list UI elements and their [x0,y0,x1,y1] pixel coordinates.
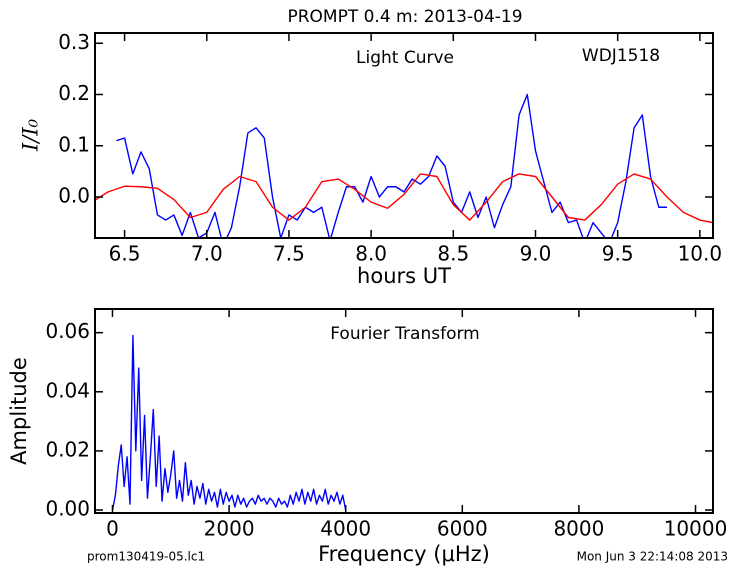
y-tick-label: 0.1 [58,132,90,156]
x-tick-label: 8000 [553,517,604,541]
x-tick-label: 6.5 [109,242,141,266]
x-tick-label: 2000 [204,517,255,541]
x-axis-label: hours UT [357,264,451,288]
annotation: Fourier Transform [330,324,479,344]
x-axis-label: Frequency (μHz) [318,542,490,566]
plot-area [111,334,347,511]
annotation: Light Curve [356,48,454,68]
y-tick-label: 0.0 [58,184,90,208]
axes-frame [94,32,714,239]
x-tick-label: 8.0 [355,242,387,266]
data-line [111,334,347,511]
x-tick-label: 9.0 [520,242,552,266]
annotation: WDJ1518 [582,46,660,66]
x-tick-label: 0 [106,517,119,541]
axes-frame [94,308,714,514]
y-tick-label: 0.3 [58,30,90,54]
footer-date: Mon Jun 3 22:14:08 2013 [577,550,728,564]
data-line [116,93,667,238]
x-tick-label: 7.0 [191,242,223,266]
x-tick-label: 10000 [664,517,728,541]
y-tick-label: 0.02 [45,437,90,461]
data-line [95,173,713,224]
x-tick-label: 9.5 [602,242,634,266]
x-tick-label: 8.5 [437,242,469,266]
x-tick-label: 6000 [437,517,488,541]
y-tick-label: 0.00 [45,497,90,521]
y-tick-label: 0.2 [58,81,90,105]
plot-area [95,93,713,238]
chart-title: PROMPT 0.4 m: 2013-04-19 [287,7,522,27]
x-tick-label: 4000 [320,517,371,541]
y-tick-label: 0.04 [45,378,90,402]
y-tick-label: 0.06 [45,319,90,343]
y-axis-label: Amplitude [7,357,31,465]
footer-file: prom130419-05.lc1 [87,550,205,564]
x-tick-label: 10.0 [678,242,723,266]
y-axis-label: I/I₀ [19,118,43,152]
x-tick-label: 7.5 [273,242,305,266]
